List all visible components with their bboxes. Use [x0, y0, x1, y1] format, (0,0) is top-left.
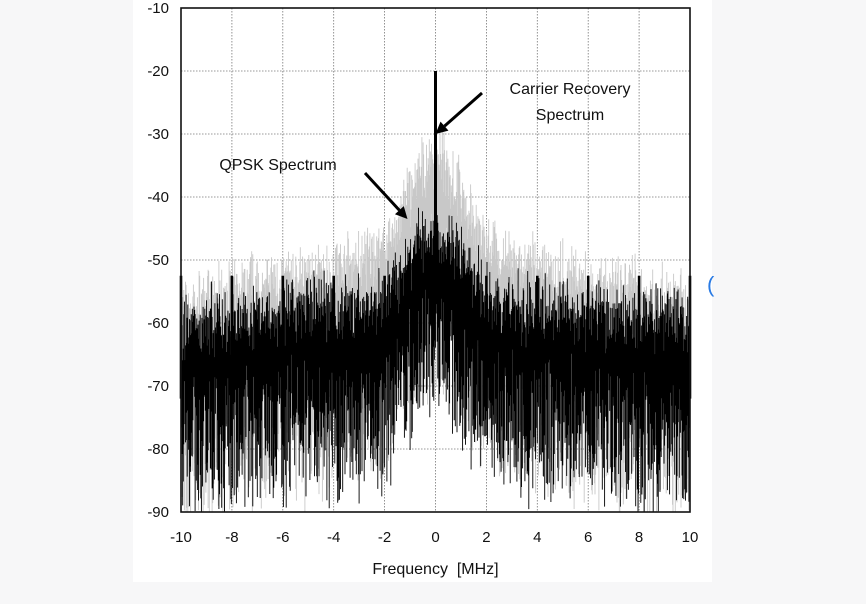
annotation-arrowhead-1 — [394, 206, 408, 220]
tick-labels: -10 -8 -6 -4 -2 0 2 4 6 8 10-10-20-30-40-50-60-70-… — [147, 0, 698, 546]
x-tick-label-3: -4 — [327, 529, 340, 546]
spectrum-chart: -10 -8 -6 -4 -2 0 2 4 6 8 10-10-20-30-40-50-60-70-… — [147, 0, 698, 578]
x-tick-label-9: 8 — [635, 529, 643, 546]
x-tick-label-10: 10 — [682, 529, 699, 546]
x-tick-label-7: 4 — [533, 529, 541, 546]
annotations: Carrier Recovery Spectrum QPSK Spectrum — [219, 81, 631, 220]
x-tick-label-4: -2 — [378, 529, 391, 546]
y-tick-label-8: -90 — [147, 504, 169, 521]
annotation-arrow-1 — [363, 171, 401, 212]
y-tick-label-3: -40 — [147, 189, 169, 206]
y-tick-label-5: -60 — [147, 315, 169, 332]
annotation-arrow-0 — [443, 91, 483, 128]
edge-icon: ( — [707, 272, 715, 297]
y-tick-label-0: -10 — [147, 0, 169, 17]
x-tick-label-5: 0 — [431, 529, 439, 546]
y-tick-label-2: -30 — [147, 126, 169, 143]
y-tick-label-4: -50 — [147, 252, 169, 269]
annotation-1-line-0: QPSK Spectrum — [219, 157, 336, 174]
y-tick-label-6: -70 — [147, 378, 169, 395]
y-tick-label-1: -20 — [147, 63, 169, 80]
annotation-0-line-0: Carrier Recovery — [510, 81, 631, 98]
y-tick-label-7: -80 — [147, 441, 169, 458]
x-axis-label: Frequency [MHz] — [372, 561, 498, 578]
x-tick-label-6: 2 — [482, 529, 490, 546]
x-tick-label-8: 6 — [584, 529, 592, 546]
x-tick-label-0: -10 — [170, 529, 192, 546]
annotation-arrowhead-0 — [435, 121, 449, 134]
annotation-0-line-1: Spectrum — [536, 107, 604, 124]
x-tick-label-2: -6 — [276, 529, 289, 546]
figure-panel: -10 -8 -6 -4 -2 0 2 4 6 8 10 -10 -20 -30 -40 -50 -60 -70-… — [133, 0, 712, 582]
plot-frame — [180, 7, 691, 513]
x-tick-label-1: -8 — [225, 529, 238, 546]
